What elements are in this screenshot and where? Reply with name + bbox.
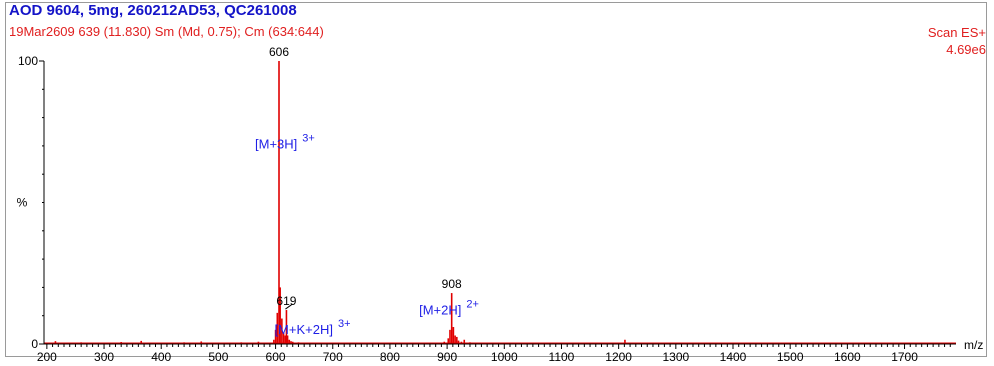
x-tick-label: 800 [380, 350, 400, 364]
x-tick-label: 1200 [605, 350, 632, 364]
y-tick-label: 0 [31, 337, 38, 351]
ion-charge: 3+ [302, 133, 315, 145]
x-tick-label: 300 [94, 350, 114, 364]
x-tick-label: 700 [323, 350, 343, 364]
x-tick-label: 500 [208, 350, 228, 364]
scan-info: 19Mar2609 639 (11.830) Sm (Md, 0.75); Cm… [9, 24, 324, 39]
chart-title: AOD 9604, 5mg, 260212AD53, QC261008 [9, 2, 297, 19]
x-tick-label: 1400 [720, 350, 747, 364]
x-tick-label: 1100 [549, 350, 575, 364]
ion-charge: 3+ [338, 318, 351, 330]
x-tick-label: 1700 [891, 350, 918, 364]
x-tick-label: 600 [266, 350, 286, 364]
peak-mz-label: 606 [269, 45, 289, 59]
x-tick-label: 1000 [491, 350, 518, 364]
x-tick-label: 1500 [777, 350, 804, 364]
x-tick-label: 1600 [834, 350, 861, 364]
ion-formula: [M+3H] [255, 137, 297, 152]
x-tick-label: 400 [151, 350, 171, 364]
ion-annotation: [M+2H] 2+ [419, 298, 479, 317]
peak-label-leader [285, 303, 293, 310]
ion-charge: 2+ [466, 298, 479, 310]
ion-annotation: [M+K+2H] 3+ [274, 318, 350, 337]
y-tick-label: 100 [18, 54, 38, 68]
x-tick-label: 900 [437, 350, 457, 364]
max-intensity: 4.69e6 [946, 42, 986, 57]
scan-mode-block: Scan ES+ 4.69e6 [928, 24, 986, 58]
ion-formula: [M+2H] [419, 302, 461, 317]
peak-mz-label: 908 [442, 277, 462, 291]
ion-annotation: [M+3H] 3+ [255, 133, 315, 152]
x-tick-label: 200 [37, 350, 57, 364]
peak-mz-label: 619 [276, 294, 296, 308]
y-axis-label: % [17, 196, 28, 210]
scan-mode: Scan ES+ [927, 25, 986, 40]
x-tick-label: 1300 [662, 350, 689, 364]
chart-frame [5, 2, 987, 357]
x-axis-label: m/z [964, 338, 983, 352]
ion-formula: [M+K+2H] [274, 322, 333, 337]
